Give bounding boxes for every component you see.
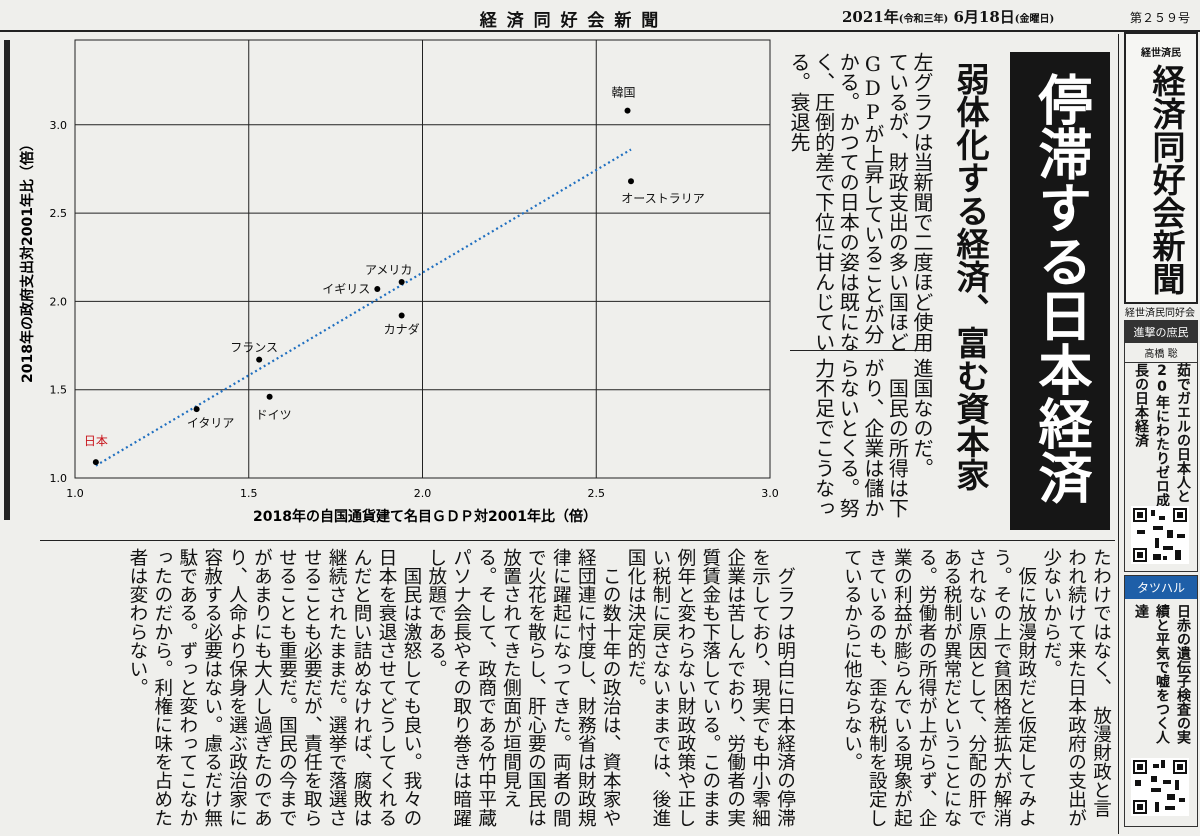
subheadline: 弱体化する経済、富む資本家 <box>951 62 990 491</box>
y-tick-label: 1.5 <box>50 384 68 397</box>
point-label: イギリス <box>322 282 370 296</box>
headline-box: 停滞する日本経済 <box>1010 52 1110 530</box>
chart: 2018年の自国通貨建て名目ＧＤＰ対2001年比（倍） 2018年の政府支出対2… <box>19 39 779 525</box>
date-day: 6月18日 <box>953 8 1015 26</box>
column-series: タツハル <box>1125 576 1197 599</box>
column-title: 日赤の遺伝子検査の実績と平気で嘘をつく人達 <box>1133 604 1191 744</box>
column-author: 高橋 聡 <box>1125 343 1197 363</box>
x-tick-label: 2.0 <box>414 487 432 500</box>
y-tick-label: 1.0 <box>50 472 68 485</box>
date: 2021年(令和三年) 6月18日(金曜日) <box>842 6 1054 27</box>
article-text: 左グラフは当新聞で二度ほど使用ているが、財政支出の多い国ほどGDPが上昇している… <box>787 52 934 352</box>
x-tick-label: 2.5 <box>588 487 606 500</box>
point-label: イタリア <box>187 416 235 430</box>
x-axis-label: 2018年の自国通貨建て名目ＧＤＰ対2001年比（倍） <box>253 508 597 525</box>
column-box: 進撃の庶民 高橋 聡 茹でガエルの日本人と20年にわたりゼロ成長の日本経済 <box>1124 320 1198 572</box>
data-point <box>398 312 405 319</box>
date-year: 2021年 <box>842 8 899 26</box>
point-label: ドイツ <box>256 408 292 422</box>
data-point <box>624 107 631 114</box>
x-tick-label: 3.0 <box>761 487 779 500</box>
article-text: グラフは明白に日本経済の停滞を示しており、現実でも中小零細企業は苦しんでおり、労… <box>126 548 795 827</box>
data-point <box>266 393 273 400</box>
data-point <box>256 356 263 363</box>
issue: 第２５９号 <box>1130 11 1191 25</box>
data-point <box>398 278 405 285</box>
point-label: 日本 <box>84 434 108 448</box>
article-text: たわけではなく、 放漫財政と言われ続けて来た日本政府の支出が少ないからだ。 仮に… <box>840 548 1111 827</box>
masthead: 経済同好会新聞 <box>1147 64 1186 295</box>
point-label: アメリカ <box>365 263 412 277</box>
y-axis-label: 2018年の政府支出対2001年比（倍） <box>19 137 36 383</box>
point-label: 韓国 <box>612 86 636 100</box>
publisher: 経世済民同好会 <box>1125 308 1195 319</box>
paper-title: 経 済 同 好 会 新 聞 <box>479 11 661 31</box>
header-rule <box>0 30 1200 32</box>
qr-code <box>1131 758 1189 816</box>
x-tick-label: 1.0 <box>66 487 84 500</box>
column-title: 茹でガエルの日本人と20年にわたりゼロ成長の日本経済 <box>1133 363 1191 507</box>
x-tick-label: 1.5 <box>240 487 258 500</box>
left-bar <box>4 40 10 520</box>
data-point <box>628 178 634 185</box>
trend-line <box>95 148 632 467</box>
weekday: (金曜日) <box>1014 14 1055 25</box>
point-label: フランス <box>230 341 278 355</box>
masthead-small: 経世済民 <box>1141 48 1181 59</box>
data-point <box>92 459 99 466</box>
point-label: オーストラリア <box>621 191 704 205</box>
data-point <box>374 286 381 293</box>
y-tick-label: 2.0 <box>50 295 68 308</box>
sidebar-rule <box>1118 34 1119 834</box>
article-text: 進国なのだ。 国民の所得は下がり、企業は儲からないとくる。努力不足でこうなっ <box>811 358 934 518</box>
y-tick-label: 3.0 <box>50 119 68 132</box>
y-tick-label: 2.5 <box>50 207 68 220</box>
column-series: 進撃の庶民 <box>1125 321 1197 343</box>
point-label: カナダ <box>384 322 420 337</box>
section-rule <box>40 540 1115 541</box>
era: (令和三年) <box>898 14 949 25</box>
column-rule <box>790 350 930 351</box>
column-box: タツハル 日赤の遺伝子検査の実績と平気で嘘をつく人達 <box>1124 575 1198 827</box>
headline: 停滞する日本経済 <box>1029 72 1092 504</box>
masthead-box: 経世済民 経済同好会新聞 <box>1124 32 1198 304</box>
qr-code <box>1131 506 1189 564</box>
data-point <box>193 406 200 413</box>
